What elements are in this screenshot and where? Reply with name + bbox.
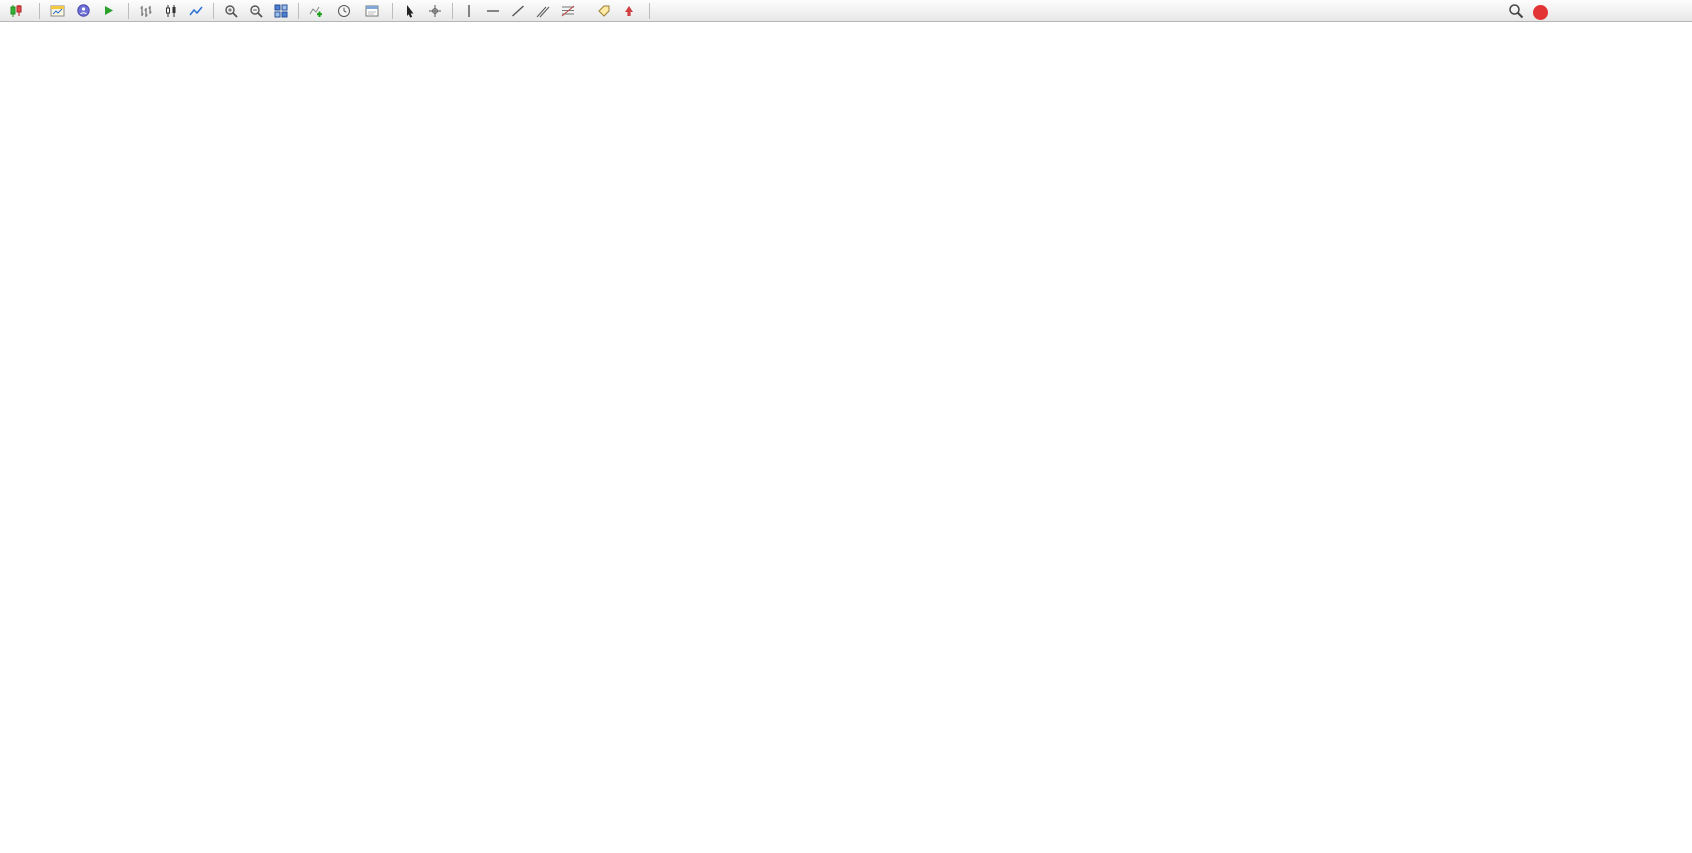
notification-badge[interactable] xyxy=(1533,5,1548,20)
cursor-icon xyxy=(403,4,417,18)
new-order-button[interactable] xyxy=(4,1,34,20)
toolbar-separator xyxy=(649,2,650,19)
horizontal-line-icon xyxy=(486,4,500,18)
crosshair-icon xyxy=(428,4,442,18)
toolbar-separator xyxy=(39,2,40,19)
channel-icon xyxy=(536,4,550,18)
clock-icon xyxy=(337,4,351,18)
horizontal-line-tool-button[interactable] xyxy=(481,1,505,20)
channel-tool-button[interactable] xyxy=(531,1,555,20)
trendline-tool-button[interactable] xyxy=(506,1,530,20)
search-button[interactable] xyxy=(1508,3,1524,22)
candlestick-icon xyxy=(164,4,178,18)
label-tool-icon xyxy=(597,4,611,18)
tile-windows-icon xyxy=(274,4,288,18)
text-tool-button[interactable] xyxy=(581,1,591,20)
zoom-in-icon xyxy=(224,4,238,18)
indicators-icon xyxy=(309,4,323,18)
line-chart-icon xyxy=(189,4,203,18)
line-chart-mode-button[interactable] xyxy=(184,1,208,20)
toolbar-right-group xyxy=(1508,3,1548,22)
cursor-tool-button[interactable] xyxy=(398,1,422,20)
charts-window-button[interactable] xyxy=(45,1,70,20)
toolbar-separator xyxy=(128,2,129,19)
fibonacci-tool-button[interactable] xyxy=(556,1,580,20)
indicators-button[interactable] xyxy=(304,1,331,20)
zoom-out-icon xyxy=(249,4,263,18)
vertical-line-tool-button[interactable] xyxy=(458,1,480,20)
arrows-tool-button[interactable] xyxy=(617,1,644,20)
bar-chart-mode-button[interactable] xyxy=(134,1,158,20)
vertical-line-icon xyxy=(463,4,475,18)
trendline-icon xyxy=(511,4,525,18)
zoom-out-button[interactable] xyxy=(244,1,268,20)
zoom-in-button[interactable] xyxy=(219,1,243,20)
main-toolbar xyxy=(0,0,1692,22)
toolbar-separator xyxy=(213,2,214,19)
fibonacci-icon xyxy=(561,4,575,18)
bar-chart-icon xyxy=(139,4,153,18)
templates-button[interactable] xyxy=(360,1,387,20)
periods-button[interactable] xyxy=(332,1,359,20)
auto-trading-icon xyxy=(102,4,115,17)
templates-icon xyxy=(365,4,379,18)
arrow-objects-icon xyxy=(622,4,636,18)
new-order-icon xyxy=(9,4,23,18)
crosshair-tool-button[interactable] xyxy=(423,1,447,20)
auto-trading-button[interactable] xyxy=(97,1,123,20)
label-tool-button[interactable] xyxy=(592,1,616,20)
toolbar-separator xyxy=(392,2,393,19)
community-button[interactable] xyxy=(71,1,96,20)
toolbar-separator xyxy=(298,2,299,19)
community-icon xyxy=(76,3,91,18)
tile-windows-button[interactable] xyxy=(269,1,293,20)
toolbar-separator xyxy=(452,2,453,19)
candlestick-mode-button[interactable] xyxy=(159,1,183,20)
chart-window-icon xyxy=(50,4,65,18)
